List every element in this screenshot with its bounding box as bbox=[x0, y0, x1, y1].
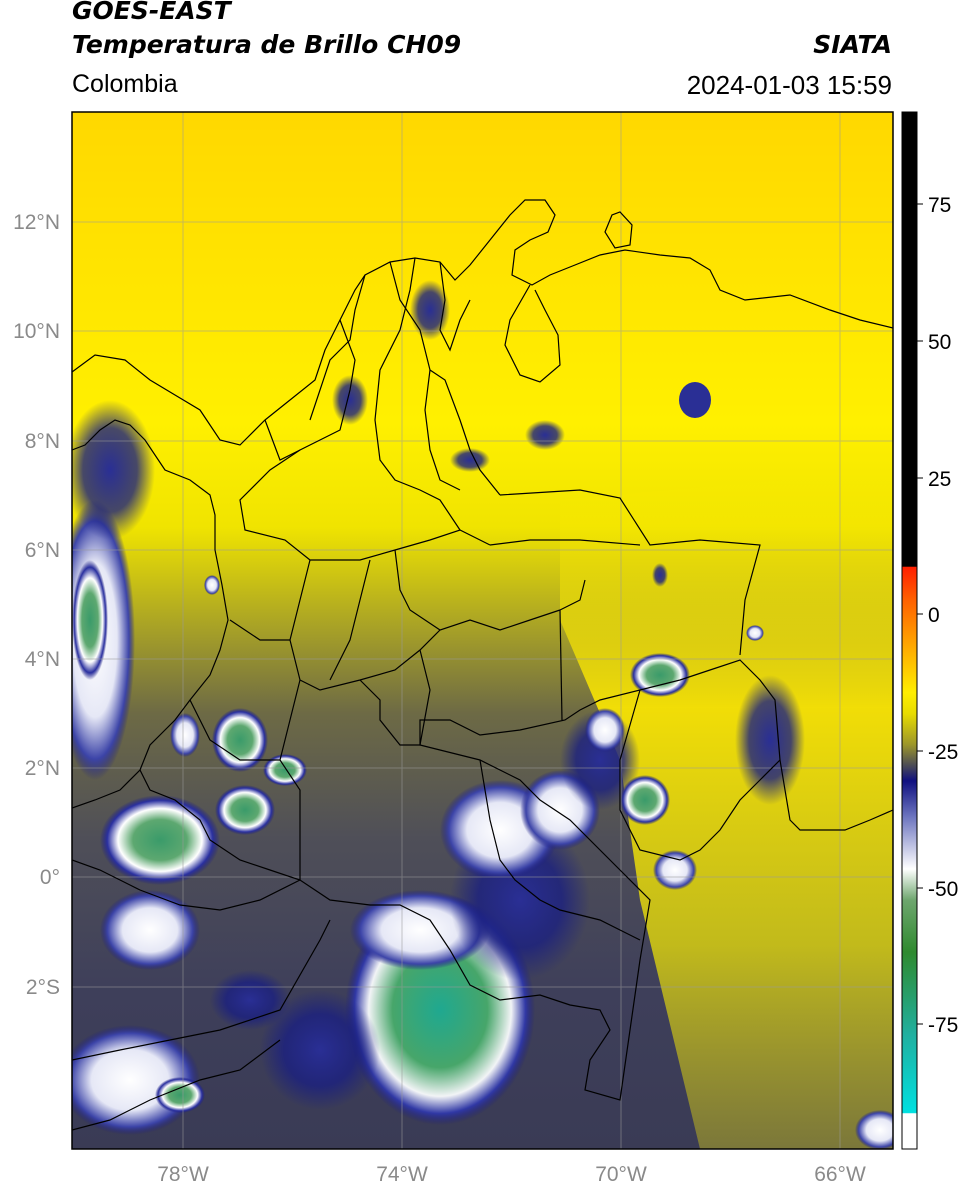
lon-label: 78°W bbox=[157, 1163, 209, 1186]
datetime-label: 2024-01-03 15:59 bbox=[686, 70, 892, 100]
latitude-axis: 12°N 10°N 8°N 6°N 4°N 2°N 0° 2°S bbox=[13, 211, 60, 999]
region-label: Colombia bbox=[72, 70, 178, 98]
lat-label: 12°N bbox=[13, 211, 60, 234]
colorbar-tick: -25 bbox=[928, 741, 958, 764]
lat-label: 8°N bbox=[25, 430, 60, 453]
lat-label: 6°N bbox=[25, 539, 60, 562]
colorbar-tick: 75 bbox=[928, 194, 951, 217]
coastlines-and-borders bbox=[72, 199, 893, 1131]
colorbar-tick: -75 bbox=[928, 1014, 958, 1037]
lat-label: 4°N bbox=[25, 648, 60, 671]
lat-label: 10°N bbox=[13, 320, 60, 343]
longitude-axis: 78°W 74°W 70°W 66°W bbox=[157, 1163, 866, 1186]
lon-label: 66°W bbox=[814, 1163, 866, 1186]
lat-label: 0° bbox=[40, 866, 60, 889]
lat-label: 2°S bbox=[26, 976, 60, 999]
product-title: Temperatura de Brillo CH09 bbox=[72, 30, 462, 59]
lat-label: 2°N bbox=[25, 757, 60, 780]
colorbar-tick: 25 bbox=[928, 468, 951, 491]
map-frame bbox=[71, 111, 894, 1150]
lon-label: 74°W bbox=[376, 1163, 428, 1186]
satellite-title: GOES-EAST bbox=[72, 0, 231, 25]
colorbar-tick: 0 bbox=[928, 604, 940, 627]
temperature-colorbar: 75 50 25 0 -25 -50 -75 bbox=[901, 111, 958, 1150]
organization-label: SIATA bbox=[813, 30, 892, 59]
colorbar-tick: 50 bbox=[928, 331, 951, 354]
lon-label: 70°W bbox=[595, 1163, 647, 1186]
colorbar-tick: -50 bbox=[928, 878, 958, 901]
map-gridlines bbox=[72, 112, 893, 1149]
colorbar-scale bbox=[901, 111, 918, 1150]
brightness-temperature-image bbox=[72, 112, 893, 1149]
